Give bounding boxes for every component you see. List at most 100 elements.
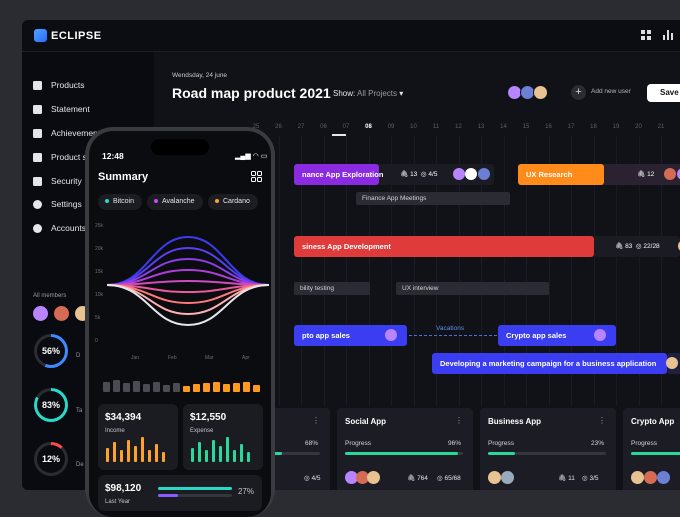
signal-icon: ▂▄▆ ◠ ▭ bbox=[235, 152, 267, 160]
grid-line bbox=[279, 136, 280, 406]
sidebar-item-settings[interactable]: Settings bbox=[33, 197, 82, 211]
volume-bar bbox=[133, 381, 140, 392]
progress-track bbox=[158, 494, 232, 497]
statement-icon bbox=[33, 105, 42, 114]
spark-bar bbox=[247, 452, 250, 462]
subtask-pill[interactable]: UX interview bbox=[396, 282, 549, 295]
trend-bar bbox=[158, 487, 232, 490]
project-card[interactable]: Social App ⋮ Progress 96% 🖇 764 ◎ 65/68 bbox=[337, 408, 473, 490]
volume-bar bbox=[193, 384, 200, 392]
timeline-day: 16 bbox=[542, 124, 556, 130]
progress-ring: 83% bbox=[34, 388, 68, 422]
chart-icon bbox=[33, 153, 42, 162]
timeline-day: 07 bbox=[339, 124, 353, 130]
task-bar[interactable]: nance App Exploration bbox=[294, 164, 379, 185]
task-label: pto app sales bbox=[302, 331, 350, 340]
spark-bar bbox=[219, 446, 222, 462]
vacations-label: Vacations bbox=[436, 325, 464, 332]
timeline-day: 12 bbox=[452, 124, 466, 130]
sidebar-item-label: Security bbox=[51, 176, 82, 186]
gear-icon bbox=[33, 200, 42, 209]
timeline-day: 06 bbox=[317, 124, 331, 130]
last-year-card[interactable]: $98,120 Last Year 27% bbox=[98, 475, 262, 511]
paperclip-icon: 🖇 bbox=[558, 475, 568, 482]
members-label: All members bbox=[33, 293, 66, 299]
avatar bbox=[488, 471, 501, 484]
task-label: siness App Development bbox=[302, 242, 391, 251]
task-bar[interactable]: siness App Development bbox=[294, 236, 594, 257]
timeline-day: 14 bbox=[497, 124, 511, 130]
y-tick: 0 bbox=[95, 338, 98, 344]
progress-fill bbox=[631, 452, 680, 455]
project-card[interactable]: Business App ⋮ Progress 23% 🖇 11 ◎ 3/5 bbox=[480, 408, 616, 490]
more-icon[interactable]: ⋮ bbox=[455, 416, 463, 425]
add-user-label[interactable]: Add new user bbox=[591, 88, 631, 95]
avatar bbox=[385, 329, 397, 341]
spark-bar bbox=[155, 444, 158, 462]
task-label: UX interview bbox=[402, 285, 438, 292]
wave-line bbox=[107, 285, 269, 303]
task-bar[interactable]: Developing a marketing campaign for a bu… bbox=[432, 353, 667, 374]
chart-icon[interactable] bbox=[663, 30, 673, 40]
grid-icon[interactable] bbox=[641, 30, 651, 40]
subtask-pill[interactable]: Finance App Meetings bbox=[356, 192, 510, 205]
y-tick: 15k bbox=[95, 269, 103, 275]
sidebar-item-accounts[interactable]: Accounts bbox=[33, 221, 86, 235]
save-button[interactable]: Save bbox=[647, 84, 680, 102]
sidebar-item-products[interactable]: Products bbox=[33, 78, 85, 92]
app-name: ECLIPSE bbox=[51, 30, 102, 42]
coin-chip-cardano[interactable]: Cardano bbox=[208, 194, 258, 210]
subtask-pill[interactable]: bility testing bbox=[294, 282, 370, 295]
user-icon bbox=[33, 224, 42, 233]
volume-bar bbox=[253, 385, 260, 392]
coin-chip-bitcoin[interactable]: Bitcoin bbox=[98, 194, 142, 210]
volume-bar bbox=[203, 383, 210, 392]
sidebar-item-label: Accounts bbox=[51, 223, 86, 233]
expense-card[interactable]: $12,550 Expense bbox=[183, 404, 263, 470]
x-tick: Mar bbox=[205, 355, 214, 361]
page-title: Road map product 2021 bbox=[172, 85, 331, 101]
avatar bbox=[657, 471, 670, 484]
coin-chip-avalanche[interactable]: Avalanche bbox=[147, 194, 203, 210]
spark-bar bbox=[240, 444, 243, 462]
income-card[interactable]: $34,394 Income bbox=[98, 404, 178, 470]
more-icon[interactable]: ⋮ bbox=[312, 416, 320, 425]
timeline-day: 11 bbox=[429, 124, 443, 130]
timeline-day: 10 bbox=[407, 124, 421, 130]
progress-value: 23% bbox=[591, 440, 604, 447]
progress-track bbox=[488, 452, 606, 455]
avatar[interactable] bbox=[54, 306, 69, 321]
avatar bbox=[367, 471, 380, 484]
timeline-day: 18 bbox=[587, 124, 601, 130]
avatar[interactable] bbox=[533, 85, 548, 100]
add-user-button[interactable]: + bbox=[571, 85, 586, 100]
task-bar[interactable]: UX Research bbox=[518, 164, 604, 185]
progress-label: Progress bbox=[488, 440, 514, 447]
spark-bar bbox=[120, 450, 123, 462]
sidebar-item-statement[interactable]: Statement bbox=[33, 102, 90, 116]
x-tick: Feb bbox=[168, 355, 177, 361]
file-count: 🖇 764 bbox=[407, 474, 428, 482]
progress-ring: 56% bbox=[34, 334, 68, 368]
spark-bar bbox=[148, 450, 151, 462]
project-filter[interactable]: Show: All Projects ▾ bbox=[333, 89, 403, 98]
project-card[interactable]: Crypto App Progress bbox=[623, 408, 680, 490]
grid-icon[interactable] bbox=[251, 171, 262, 182]
top-bar: ECLIPSE bbox=[22, 20, 680, 52]
y-tick: 5k bbox=[95, 315, 100, 321]
avatar[interactable] bbox=[33, 306, 48, 321]
timeline-day: 08 bbox=[362, 124, 376, 130]
progress-track bbox=[631, 452, 680, 455]
wave-chart bbox=[107, 219, 269, 351]
lock-icon bbox=[33, 177, 42, 186]
status-time: 12:48 bbox=[102, 151, 124, 161]
sidebar-item-security[interactable]: Security bbox=[33, 174, 82, 188]
avatar bbox=[631, 471, 644, 484]
more-icon[interactable]: ⋮ bbox=[598, 416, 606, 425]
sidebar-item-product-stats[interactable]: Product s bbox=[33, 150, 87, 164]
paperclip-icon: 🖇 bbox=[400, 171, 410, 178]
file-count: 12 bbox=[647, 171, 654, 178]
volume-bar bbox=[243, 382, 250, 392]
spark-bar bbox=[141, 437, 144, 462]
task-label: Finance App Meetings bbox=[362, 195, 426, 202]
